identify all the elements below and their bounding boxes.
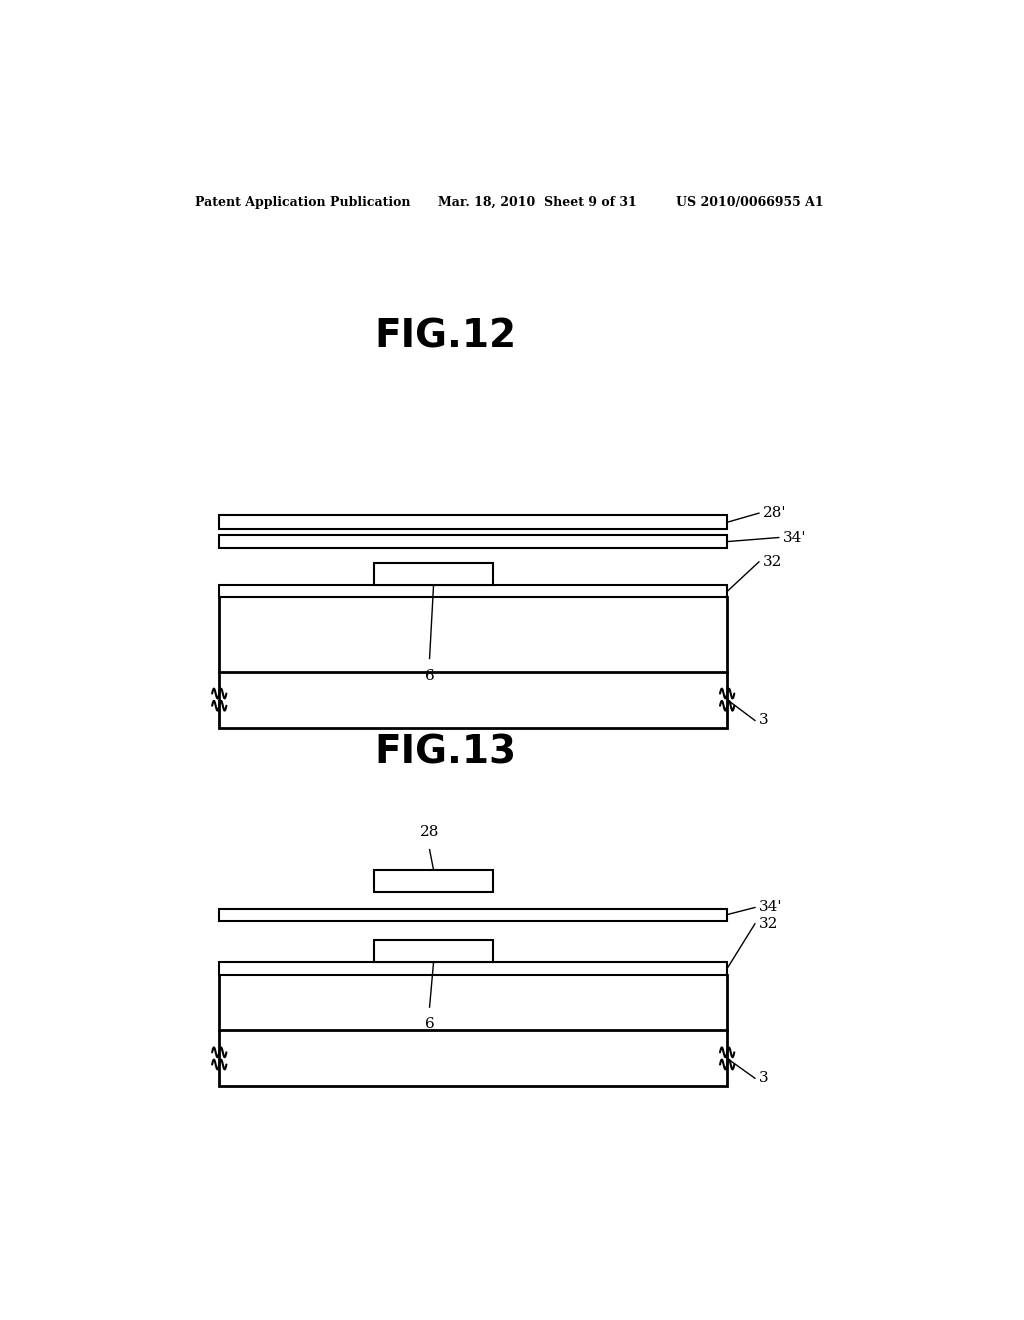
Text: 28: 28 — [420, 825, 439, 840]
Bar — [219, 515, 727, 529]
Bar — [219, 585, 727, 598]
Text: 32: 32 — [763, 554, 782, 569]
Text: 34': 34' — [782, 531, 806, 545]
Text: 32: 32 — [759, 917, 778, 931]
Text: 28': 28' — [763, 506, 786, 520]
Text: 6: 6 — [425, 1018, 434, 1031]
Bar — [219, 908, 727, 921]
Bar — [219, 962, 727, 974]
Text: Patent Application Publication: Patent Application Publication — [196, 195, 411, 209]
Bar — [219, 536, 727, 548]
Bar — [374, 870, 494, 892]
Bar — [219, 672, 727, 727]
Text: 34': 34' — [759, 900, 782, 915]
Text: 3: 3 — [759, 714, 769, 727]
Text: FIG.12: FIG.12 — [375, 317, 516, 355]
Text: US 2010/0066955 A1: US 2010/0066955 A1 — [676, 195, 823, 209]
Text: 3: 3 — [759, 1072, 769, 1085]
Text: 6: 6 — [425, 669, 434, 682]
Text: FIG.13: FIG.13 — [375, 734, 516, 772]
Bar — [374, 562, 494, 585]
Text: Mar. 18, 2010  Sheet 9 of 31: Mar. 18, 2010 Sheet 9 of 31 — [437, 195, 636, 209]
Bar — [219, 1031, 727, 1086]
Bar — [374, 940, 494, 962]
